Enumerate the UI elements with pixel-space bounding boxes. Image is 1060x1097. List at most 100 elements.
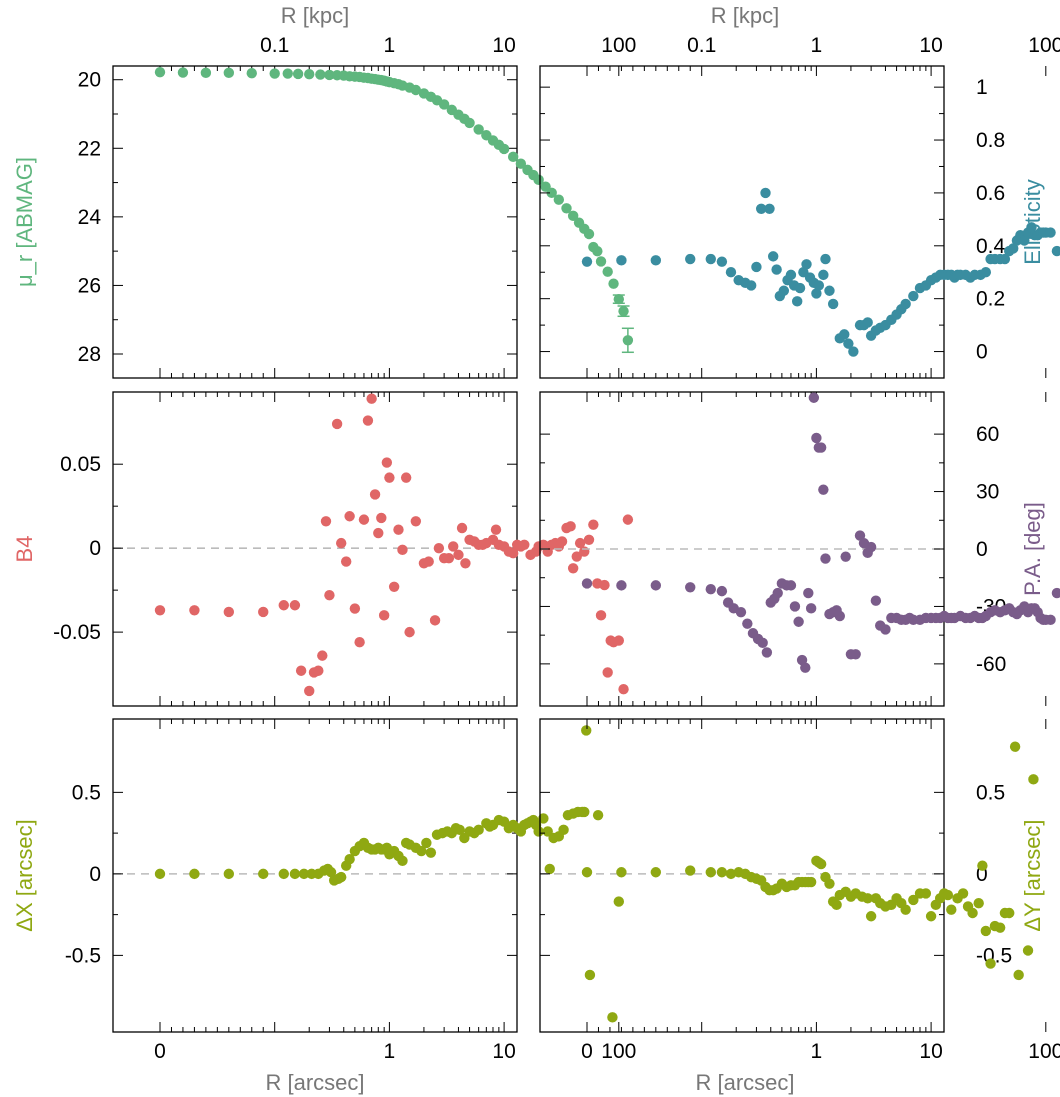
data-point <box>820 553 831 564</box>
bottom-xlabel-left: R [arcsec] <box>265 1070 364 1095</box>
data-point <box>376 512 387 524</box>
data-point <box>397 544 408 556</box>
data-point <box>433 542 445 554</box>
data-point <box>791 296 803 307</box>
data-point <box>650 255 662 266</box>
data-point <box>324 69 335 81</box>
top-x-tick-label: 100 <box>601 34 636 57</box>
data-point <box>716 867 728 878</box>
data-point <box>602 667 613 678</box>
delta-x-panel: 0 1 10 100 -0.5 0 0.5 ΔX [arcsec] <box>12 718 636 1063</box>
data-point <box>705 253 716 265</box>
data-point <box>607 1012 618 1023</box>
data-point <box>410 516 422 527</box>
data-point <box>751 261 762 273</box>
data-point <box>581 256 593 267</box>
data-point <box>556 536 568 547</box>
data-point <box>772 587 783 599</box>
b4-panel: -0.05 0 0.05 B4 <box>12 391 634 707</box>
data-point <box>1051 245 1060 257</box>
data-point <box>1022 945 1034 956</box>
data-point <box>464 117 475 129</box>
data-point <box>801 259 812 270</box>
data-point <box>561 203 572 214</box>
data-point <box>942 889 954 901</box>
x-tick-label: 1 <box>384 1040 396 1063</box>
data-point <box>454 824 465 836</box>
data-point <box>567 210 579 222</box>
bottom-xlabel-right: R [arcsec] <box>695 1070 794 1095</box>
data-point <box>785 580 797 591</box>
data-point <box>813 280 825 291</box>
data-point <box>980 267 992 278</box>
data-point <box>588 519 599 530</box>
data-point <box>848 346 859 357</box>
top-x-tick-label: 1 <box>811 34 823 57</box>
y-tick-label: 24 <box>78 206 102 229</box>
data-point <box>957 888 969 899</box>
data-point <box>453 549 464 561</box>
y-tick-label: 0.6 <box>976 182 1005 205</box>
data-point <box>994 922 1006 933</box>
data-point <box>507 547 519 559</box>
y-tick-label: 0 <box>976 863 988 886</box>
data-point <box>685 865 696 876</box>
data-point <box>850 649 861 660</box>
data-point <box>344 853 355 865</box>
data-point <box>410 84 422 96</box>
data-point <box>423 556 434 567</box>
x-tick-label: 10 <box>919 1040 942 1063</box>
data-point <box>800 662 811 673</box>
data-point <box>282 68 293 79</box>
y-axis-title: B4 <box>12 536 37 563</box>
data-point <box>567 563 579 574</box>
y-tick-label: 1 <box>976 76 988 99</box>
data-point <box>1019 235 1030 246</box>
y-tick-label: -0.5 <box>65 944 101 967</box>
y-tick-label: -0.5 <box>976 944 1012 967</box>
data-point <box>289 868 301 880</box>
surface-brightness-panel: 0.1 1 10 100 20 22 24 26 28 μ_r [ABMAG] <box>12 34 636 379</box>
data-point <box>349 603 361 614</box>
data-point <box>336 871 347 883</box>
data-point <box>258 606 269 618</box>
top-x-tick-label: 10 <box>919 34 942 57</box>
data-point <box>366 393 377 404</box>
data-point <box>583 534 595 545</box>
data-point <box>980 925 992 937</box>
y-tick-label: 0 <box>89 537 101 560</box>
top-x-tick-label: 0.1 <box>687 34 716 57</box>
data-point <box>900 298 911 310</box>
data-point <box>785 269 797 281</box>
data-point <box>538 813 549 824</box>
data-point <box>246 68 257 79</box>
data-point <box>805 603 817 614</box>
y-tick-label: 0.4 <box>976 235 1006 258</box>
data-point <box>400 472 412 483</box>
data-point <box>313 665 324 676</box>
data-point <box>200 67 212 79</box>
y-tick-label: -60 <box>976 653 1006 676</box>
data-point <box>602 266 613 277</box>
data-point <box>745 280 757 291</box>
plot-frame <box>112 65 518 379</box>
plot-frame <box>112 718 518 1033</box>
data-point <box>908 290 919 302</box>
data-point <box>358 514 370 525</box>
data-point <box>581 867 593 878</box>
data-point <box>925 911 937 922</box>
data-point <box>1008 243 1019 254</box>
data-point <box>716 256 728 267</box>
data-point <box>771 264 782 275</box>
data-point <box>317 650 328 661</box>
y-tick-label: 20 <box>78 69 101 92</box>
data-point <box>1045 227 1056 238</box>
data-point <box>223 868 235 880</box>
data-point <box>818 484 829 495</box>
data-point <box>344 511 355 522</box>
data-point <box>1028 774 1039 785</box>
data-point <box>381 457 393 468</box>
data-point <box>818 269 829 281</box>
y-tick-label: 0.8 <box>976 129 1005 152</box>
